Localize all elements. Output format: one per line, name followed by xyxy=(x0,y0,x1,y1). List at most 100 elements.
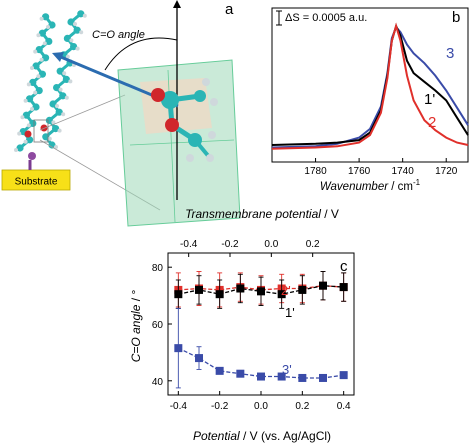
ester-molecule xyxy=(151,78,218,162)
chain-atom xyxy=(38,29,47,37)
x-tick-label: 0.4 xyxy=(337,401,351,412)
panel-b-x-axis-label: Wavenumber / cm-1 xyxy=(320,178,421,193)
data-point xyxy=(257,372,265,381)
data-point xyxy=(298,285,307,294)
chain-hydrogen xyxy=(42,41,47,46)
data-point xyxy=(215,290,224,299)
chain-atom xyxy=(67,18,75,26)
lipid-chain-model xyxy=(14,10,87,152)
panel-b-spectrum: 1780 1760 1740 1720 3 1' 2 ΔS = 0.0005 a.u. b… xyxy=(271,7,469,193)
series-label: 3 xyxy=(446,45,454,62)
data-point xyxy=(195,354,203,363)
chain-atom xyxy=(49,100,57,108)
chain-hydrogen xyxy=(39,57,44,62)
x-tick-label: -0.4 xyxy=(170,401,188,412)
x-tick-label: 0.2 xyxy=(295,401,309,412)
y-tick-label: 40 xyxy=(152,377,164,388)
x-tick-label: 1780 xyxy=(304,166,327,177)
panel-c-series xyxy=(174,271,348,389)
chain-atom xyxy=(32,62,40,70)
data-point xyxy=(174,344,183,353)
chain-hydrogen xyxy=(79,30,84,35)
chain-hydrogen xyxy=(26,123,31,128)
panel-c-y-axis-label: C=O angle / ° xyxy=(129,290,143,363)
chain-atom xyxy=(48,141,56,149)
box-midline xyxy=(129,139,235,146)
data-point xyxy=(277,290,286,299)
chain-hydrogen xyxy=(46,25,50,29)
chain-atom xyxy=(77,10,85,18)
chain-hydrogen xyxy=(36,33,41,38)
panel-c-x-axis-unit: / V (vs. Ag/AgCl) xyxy=(240,429,331,443)
top-tick-label: -0.4 xyxy=(180,239,198,250)
series-label: 1' xyxy=(424,91,435,108)
panel-a-illustration: C=O angle Substrate a xyxy=(1,0,241,227)
chain-atom xyxy=(45,37,53,46)
chain-atom xyxy=(63,34,71,43)
angle-label: C=O angle xyxy=(92,29,145,41)
chain-hydrogen xyxy=(30,107,34,111)
chain-hydrogen xyxy=(65,54,70,59)
angle-arc xyxy=(104,37,178,71)
chain-atom xyxy=(16,144,24,152)
chain-hydrogen xyxy=(30,66,34,70)
chain-atom xyxy=(62,75,70,83)
chain-atom xyxy=(73,26,81,34)
panel-c-x-axis-name: Potential xyxy=(193,429,240,443)
data-point xyxy=(215,366,224,375)
chain-hydrogen xyxy=(36,74,41,79)
chain-hydrogen xyxy=(33,49,38,54)
x-tick-label: 0.0 xyxy=(254,401,268,412)
x-tick-label: 1760 xyxy=(348,166,371,177)
chain-atom xyxy=(35,46,43,54)
panel-b-x-axis-exp: -1 xyxy=(413,178,421,187)
panel-b-series xyxy=(271,22,469,150)
data-point xyxy=(339,283,348,292)
chain-hydrogen xyxy=(64,95,69,100)
chain-hydrogen xyxy=(55,104,59,108)
panel-b-x-axis-unit: / cm xyxy=(388,181,413,193)
chain-hydrogen xyxy=(69,38,74,43)
top-tick-label: -0.2 xyxy=(221,239,239,250)
chain-hydrogen xyxy=(17,131,22,136)
x-tick-label: -0.2 xyxy=(211,401,229,412)
y-tick-label: 80 xyxy=(152,263,164,274)
series-label: 2 xyxy=(428,114,436,131)
normal-axis-arrowhead xyxy=(173,0,181,8)
chain-atom xyxy=(22,111,30,119)
panel-c-top-axis-unit: / V xyxy=(321,207,339,221)
data-point xyxy=(236,284,245,293)
chain-hydrogen xyxy=(75,46,80,51)
chain-atom xyxy=(56,67,64,75)
zoom-region xyxy=(33,119,49,143)
panel-c-letter: c xyxy=(340,258,348,275)
chain-atom xyxy=(29,119,37,127)
chain-atom xyxy=(53,84,61,92)
top-tick-label: 0.2 xyxy=(306,239,320,250)
chain-hydrogen xyxy=(62,71,67,76)
data-point xyxy=(319,373,327,382)
data-point xyxy=(257,287,265,296)
panel-b-letter: b xyxy=(452,9,460,26)
panel-c-chart: Transmembrane potential / V -0.4 -0.2 0.0 0… xyxy=(129,207,355,443)
panel-a-letter: a xyxy=(225,1,234,18)
series-line xyxy=(178,347,344,379)
headgroup-atom xyxy=(28,152,36,160)
zoom-line-top xyxy=(39,94,126,131)
chain-hydrogen xyxy=(82,13,87,18)
spectrum-line xyxy=(271,22,469,150)
chain-oxygen xyxy=(24,130,32,138)
panel-b-x-ticks: 1780 1760 1740 1720 xyxy=(304,158,458,177)
chain-atom xyxy=(32,103,40,111)
chain-atom xyxy=(55,108,63,116)
scale-bar-label: ΔS = 0.0005 a.u. xyxy=(285,12,367,24)
chain-atom xyxy=(70,43,78,51)
series-label: 2' xyxy=(281,283,291,298)
data-point xyxy=(319,281,327,290)
chain-atom xyxy=(59,92,67,100)
chain-hydrogen xyxy=(47,136,52,141)
y-tick-label: 60 xyxy=(152,320,164,331)
data-point xyxy=(298,373,307,382)
chain-hydrogen xyxy=(33,90,38,95)
